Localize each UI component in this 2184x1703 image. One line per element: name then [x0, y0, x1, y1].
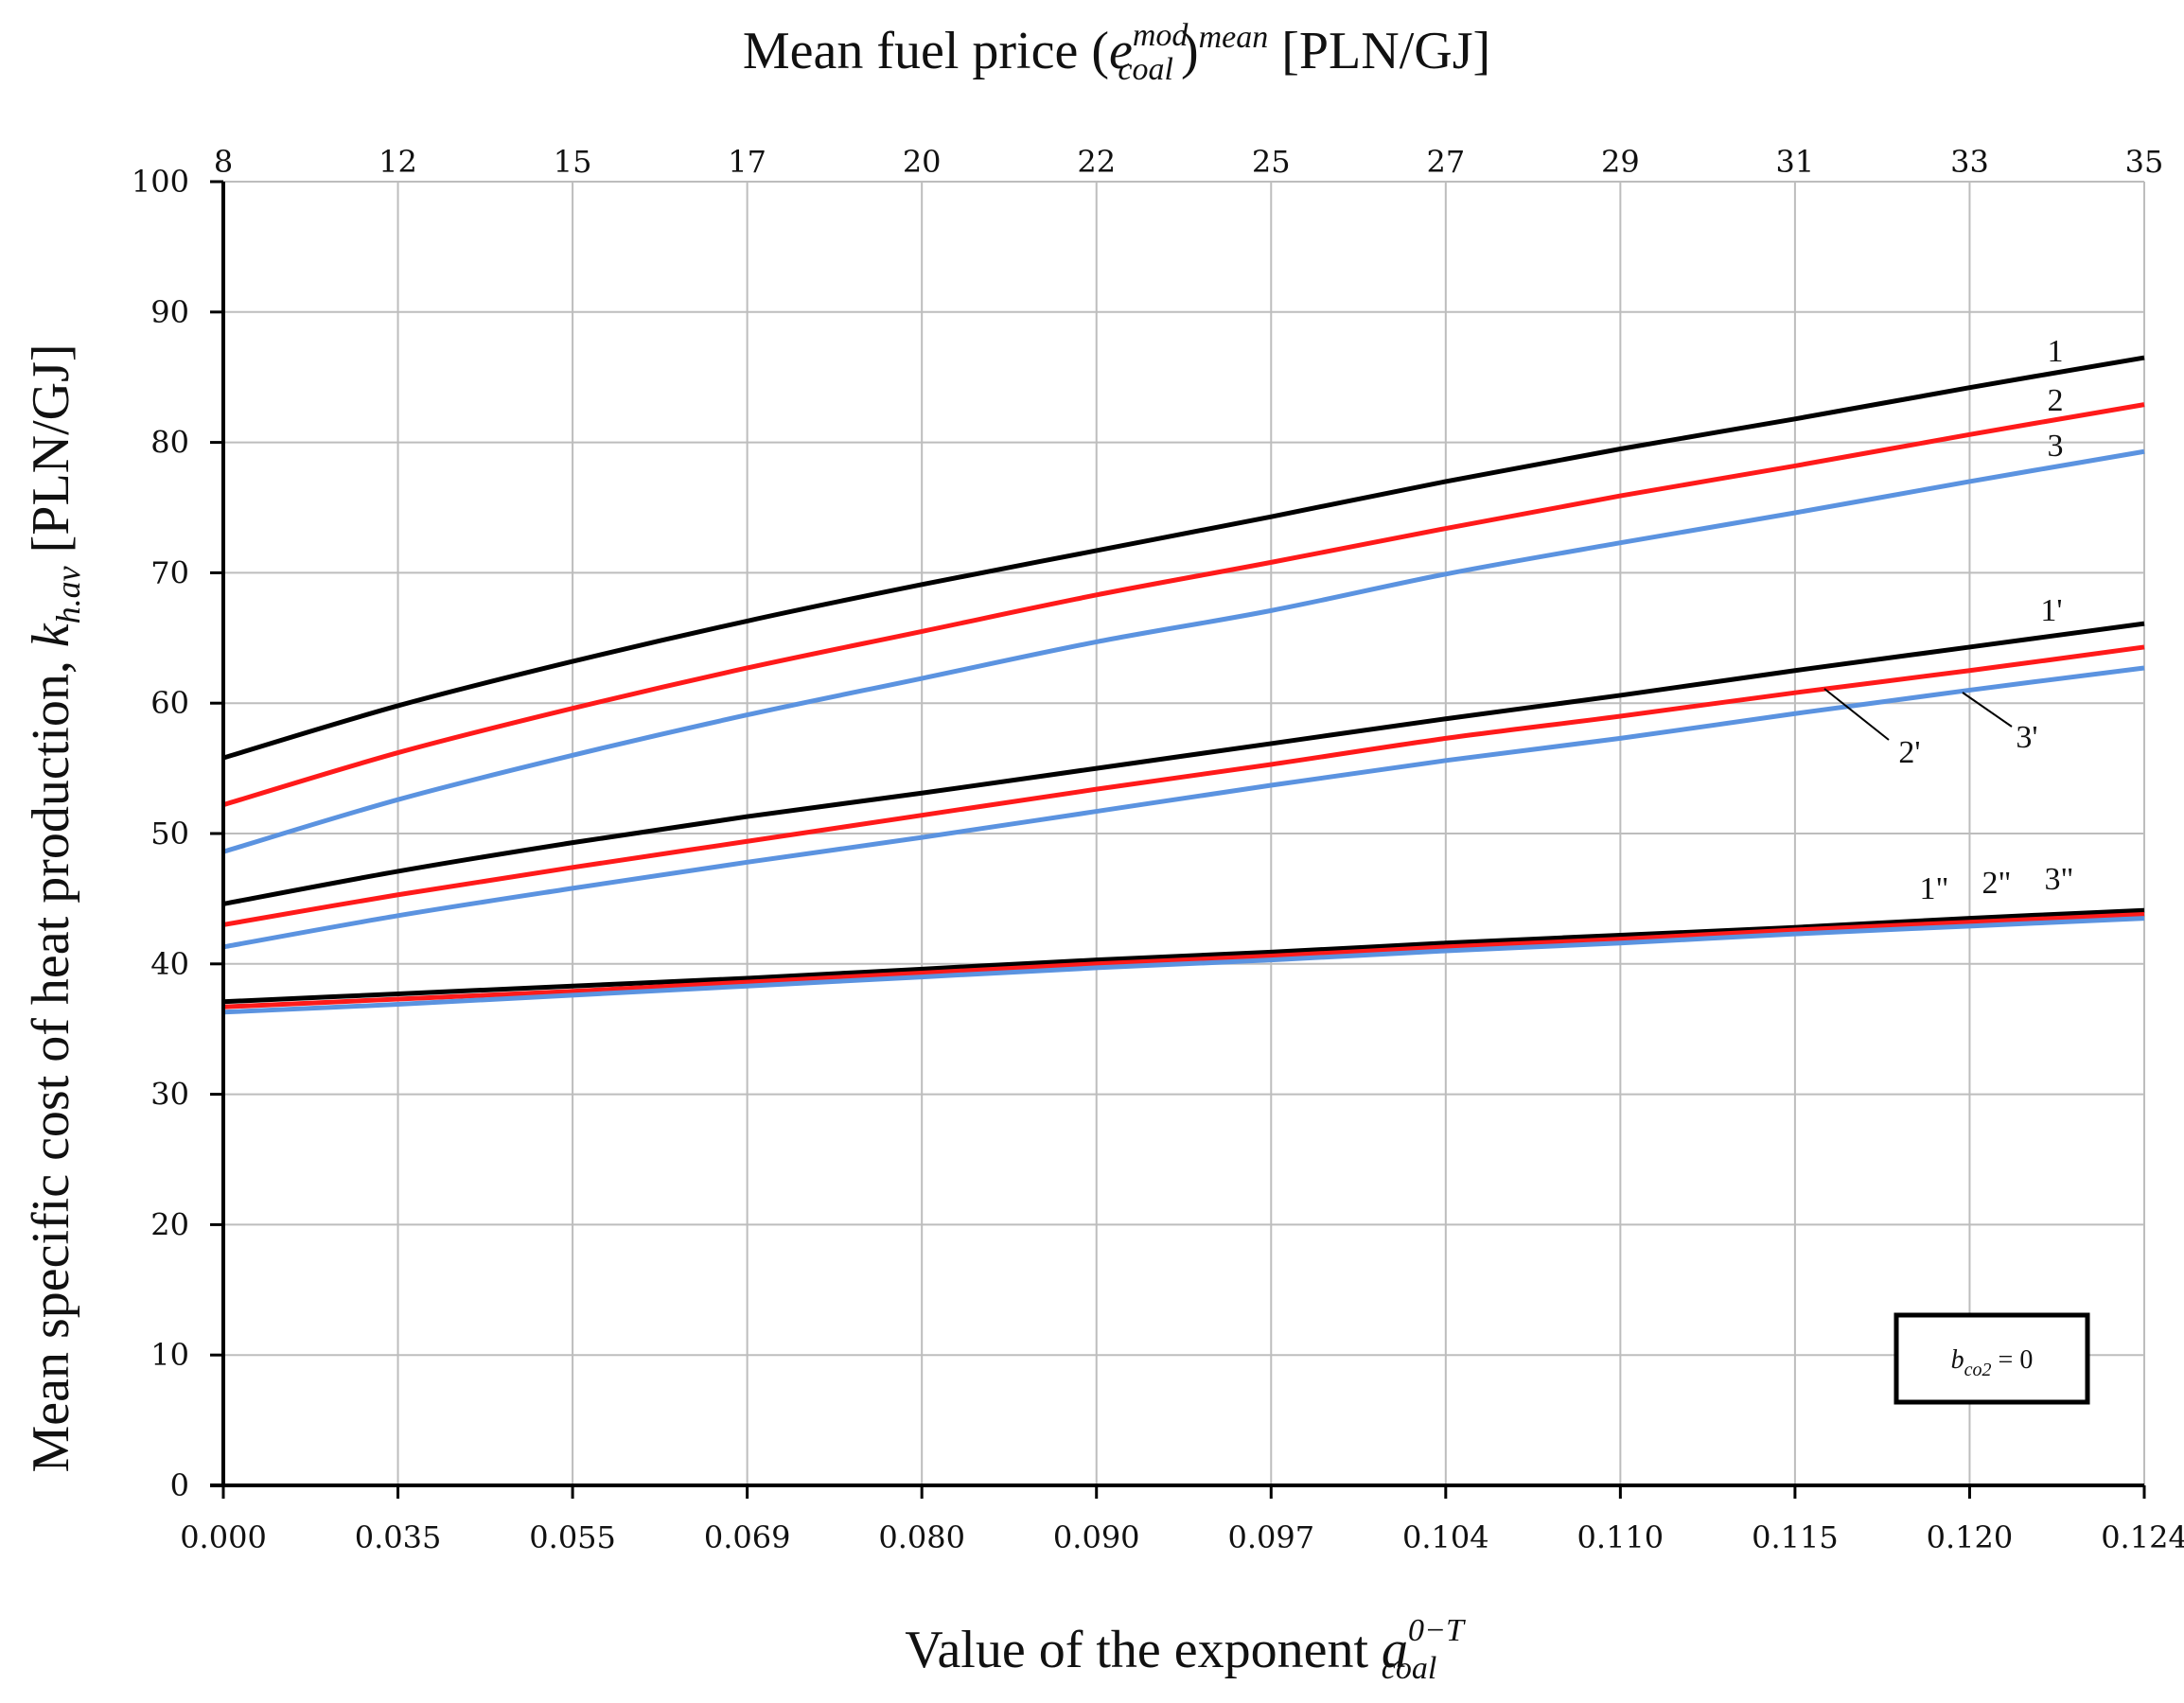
- top-tick-label: 33: [1950, 144, 1989, 180]
- curve-label: 1: [2048, 334, 2064, 369]
- legend-box: [1893, 1312, 2090, 1405]
- series-line-1: [222, 355, 2145, 761]
- top-tick-label: 31: [1776, 144, 1815, 180]
- x-tick-label: 0.080: [878, 1519, 965, 1555]
- y-tick-label: 100: [132, 164, 189, 200]
- x-tick-label: 0.097: [1227, 1519, 1314, 1555]
- series-line-3: [222, 448, 2145, 854]
- y-tick-label: 20: [150, 1206, 189, 1242]
- curve-label: 3": [2045, 862, 2074, 897]
- series-line-6: [222, 665, 2145, 950]
- top-tick-label: 15: [554, 144, 592, 180]
- legend: bco2 = 0: [1893, 1312, 2090, 1405]
- x-axis-title: Value of the exponent a0−T coal: [905, 1613, 1466, 1686]
- x-tick-label: 0.090: [1053, 1519, 1140, 1555]
- y-tick-label: 30: [150, 1077, 189, 1113]
- leader-line: [1962, 692, 2013, 728]
- curve-label: 1": [1920, 871, 1949, 906]
- y-axis-title: Mean specific cost of heat production, k…: [22, 343, 87, 1472]
- top-tick-label: 8: [214, 144, 233, 180]
- series-line-2: [222, 402, 2145, 808]
- top-tick-label: 22: [1077, 144, 1116, 180]
- x-tick-labels: 0.000 0.035 0.055 0.069 0.080 0.090 0.097 0.104…: [180, 1519, 2184, 1555]
- x-tick-label: 0.035: [355, 1519, 442, 1555]
- legend-text: bco2 = 0: [1951, 1345, 2034, 1380]
- curve-label: 3': [2016, 720, 2037, 755]
- series-line-9: [222, 916, 2145, 1015]
- y-tick-label: 70: [150, 554, 189, 590]
- top-axis-title: Mean fuel price (emod coal)mean [PLN/GJ]: [743, 18, 1490, 87]
- top-tick-label: 27: [1426, 144, 1465, 180]
- x-tick-label: 0.110: [1577, 1519, 1664, 1555]
- curve-label: 1': [2040, 593, 2062, 628]
- curve-label: 2: [2048, 383, 2064, 418]
- x-tick-label: 0.124: [2101, 1519, 2184, 1555]
- series-line-5: [222, 644, 2145, 927]
- leader-line: [1823, 688, 1890, 741]
- y-tick-label: 40: [150, 946, 189, 982]
- y-tick-label: 80: [150, 425, 189, 461]
- top-tick-label: 12: [379, 144, 417, 180]
- curve-label: 3: [2048, 429, 2064, 464]
- top-tick-labels: 8 12 15 17 20 22 25 27 29 31 33 35: [214, 144, 2164, 180]
- grid: [222, 181, 2145, 1486]
- x-tick-label: 0.115: [1752, 1519, 1839, 1555]
- y-tick-label: 60: [150, 685, 189, 721]
- top-tick-label: 29: [1601, 144, 1640, 180]
- curve-label: 2': [1898, 735, 1920, 770]
- series-line-8: [222, 911, 2145, 1010]
- y-tick-label: 0: [170, 1467, 189, 1503]
- x-tick-label: 0.104: [1402, 1519, 1489, 1555]
- y-tick-labels: 0 10 20 30 40 50 60 70 80 90 100: [132, 164, 189, 1503]
- series-line-7: [222, 907, 2145, 1005]
- series-line-4: [222, 621, 2145, 906]
- top-tick-label: 35: [2125, 144, 2164, 180]
- top-tick-label: 25: [1252, 144, 1291, 180]
- x-tick-label: 0.069: [704, 1519, 791, 1555]
- x-tick-label: 0.055: [529, 1519, 616, 1555]
- curve-labels: 1 2 3 1' 2' 3' 1" 2" 3": [1823, 334, 2074, 906]
- curve-label: 2": [1982, 866, 2012, 901]
- y-tick-label: 50: [150, 816, 189, 852]
- y-tick-label: 10: [150, 1337, 189, 1373]
- x-tick-label: 0.120: [1927, 1519, 2014, 1555]
- y-tick-label: 90: [150, 294, 189, 330]
- series-lines: [222, 355, 2145, 1015]
- axes: [210, 180, 2146, 1499]
- top-tick-label: 20: [903, 144, 942, 180]
- x-tick-label: 0.000: [180, 1519, 267, 1555]
- top-tick-label: 17: [728, 144, 766, 180]
